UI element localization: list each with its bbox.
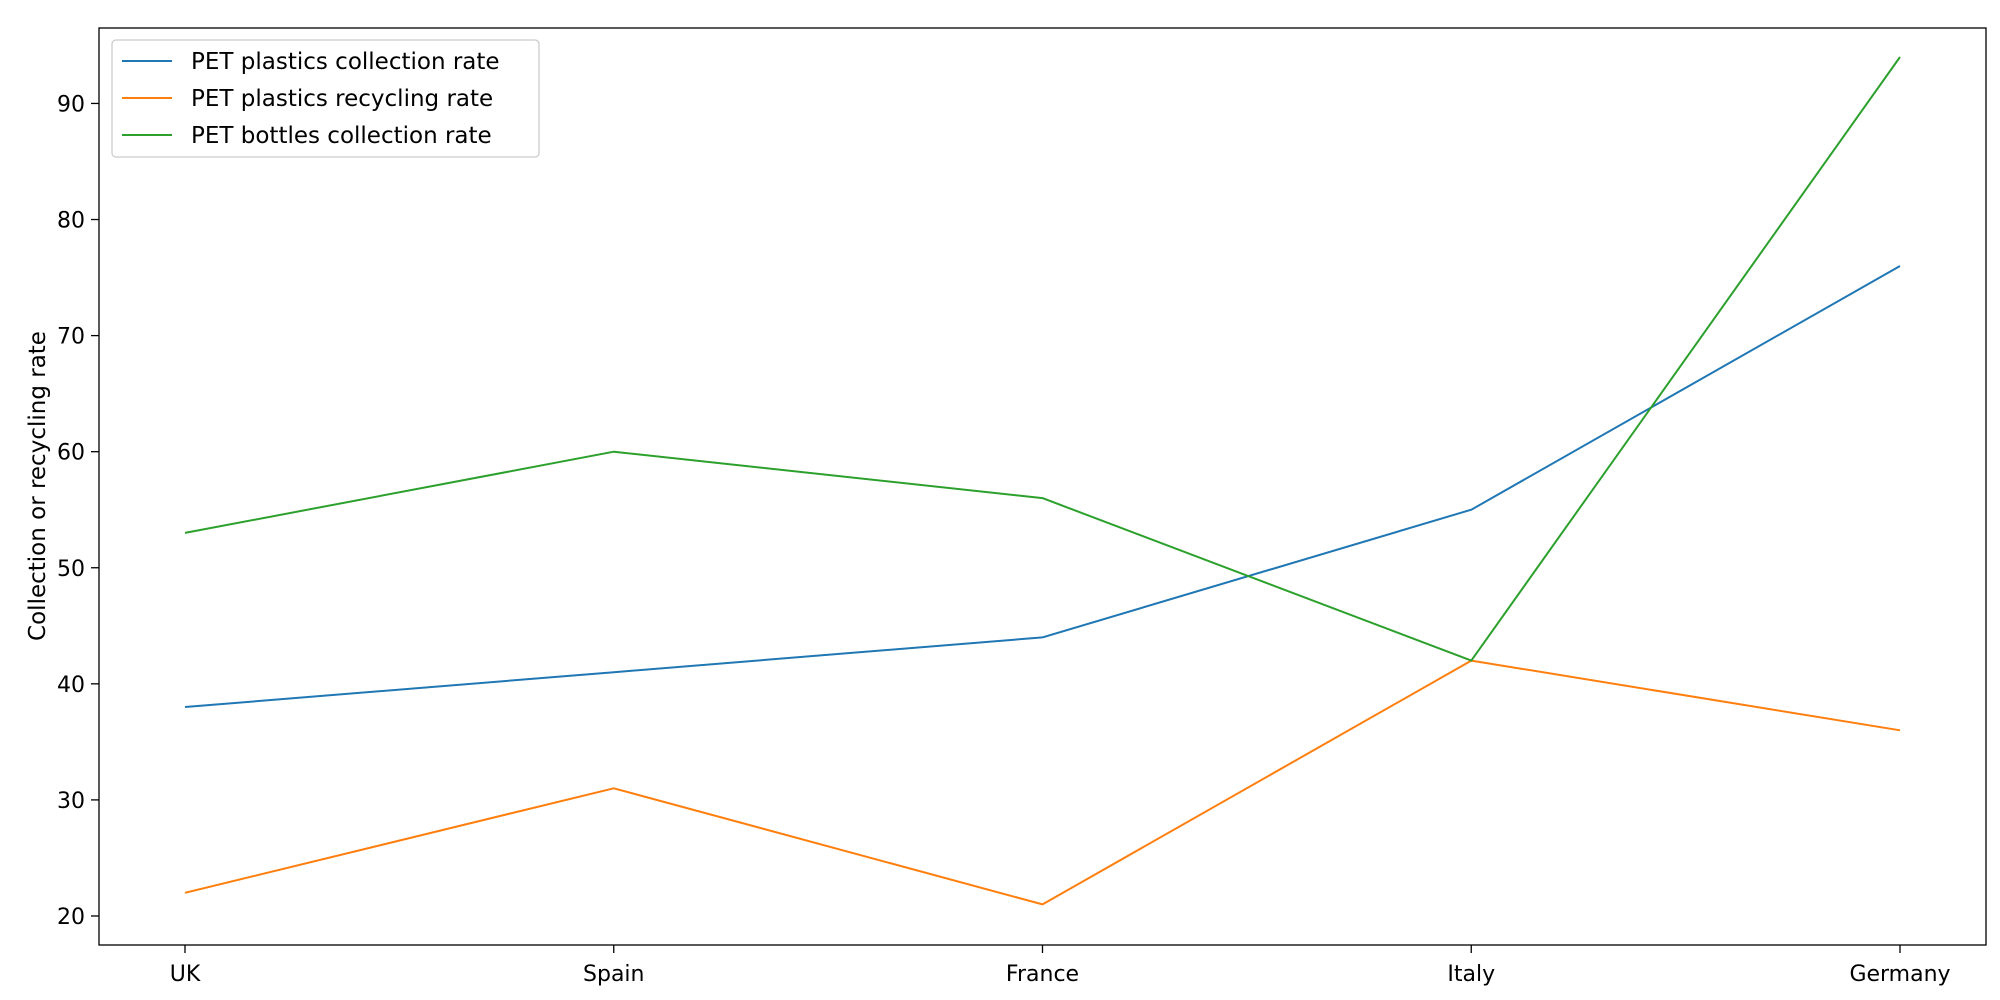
legend-label: PET plastics collection rate (191, 49, 500, 75)
x-tick-label: Germany (1849, 962, 1950, 987)
y-tick-label: 60 (57, 441, 85, 466)
y-axis-title: Collection or recycling rate (25, 331, 51, 641)
legend: PET plastics collection rate PET plastics… (112, 40, 539, 157)
y-tick-label: 50 (57, 557, 85, 582)
x-tick-label: Spain (583, 962, 644, 987)
legend-label: PET plastics recycling rate (191, 86, 493, 112)
x-tick-label: Italy (1447, 962, 1495, 987)
plot-area (99, 28, 1986, 945)
y-tick-label: 90 (57, 92, 85, 117)
y-tick-label: 70 (57, 325, 85, 350)
y-tick-label: 30 (57, 789, 85, 814)
y-tick-label: 80 (57, 209, 85, 234)
x-axis: UK Spain France Italy Germany (170, 945, 1951, 987)
y-tick-label: 20 (57, 905, 85, 930)
y-tick-label: 40 (57, 673, 85, 698)
x-tick-label: UK (170, 962, 201, 987)
legend-label: PET bottles collection rate (191, 123, 492, 149)
x-tick-label: France (1006, 962, 1079, 987)
y-axis: 20 30 40 50 60 70 80 90 (57, 92, 99, 930)
